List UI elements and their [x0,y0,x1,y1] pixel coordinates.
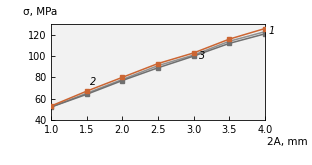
Text: 3: 3 [199,51,206,61]
Text: 2A, mm: 2A, mm [267,137,308,147]
Text: 2: 2 [90,77,97,87]
Text: σ, MPa: σ, MPa [23,7,58,17]
Text: 1: 1 [268,26,275,36]
